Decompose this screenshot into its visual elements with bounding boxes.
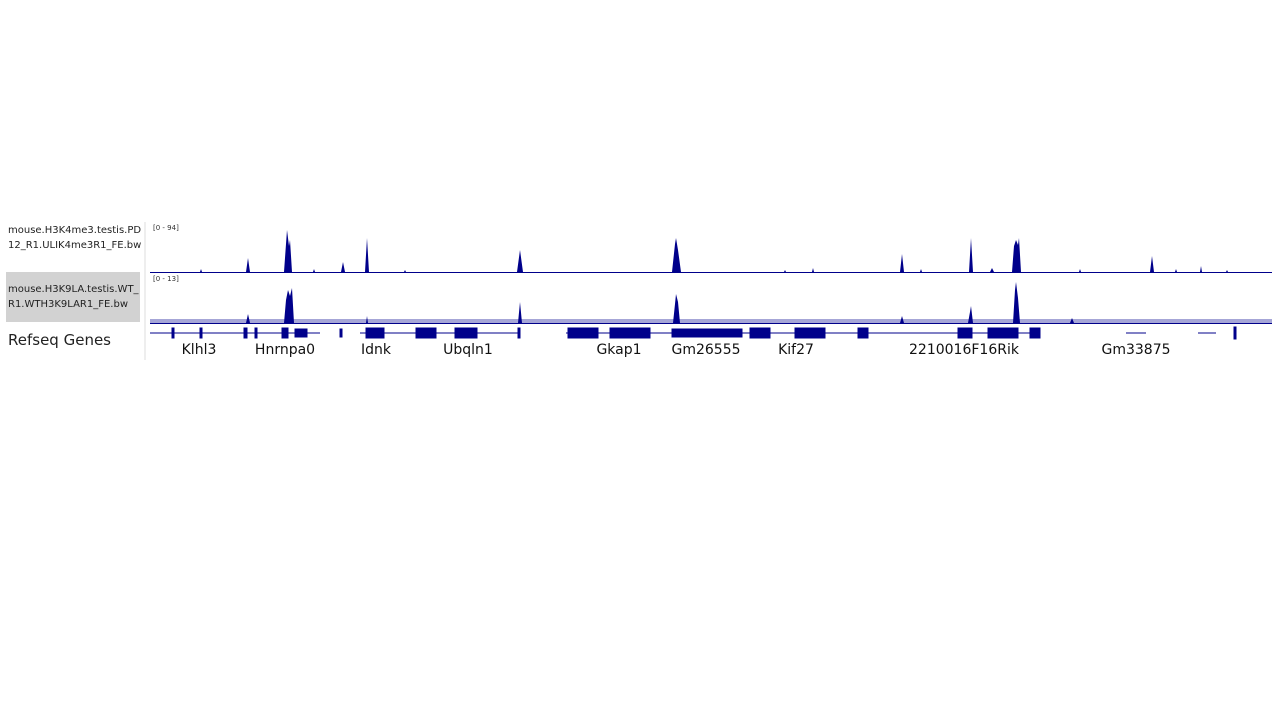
signal-noise: [150, 319, 1272, 323]
track-name[interactable]: mouse.H3K4me3.testis.PD12_R1.ULIK4me3R1_…: [8, 225, 142, 251]
data-range: [0 - 13]: [153, 275, 179, 283]
data-range: [0 - 94]: [153, 224, 179, 232]
gene-label: Ubqln1: [443, 342, 493, 358]
track-name[interactable]: Refseq Genes: [8, 331, 111, 349]
gene-label: Klhl3: [182, 342, 217, 358]
gene-label: 2210016F16Rik: [909, 342, 1020, 358]
gene-models: [150, 326, 1237, 340]
gene-label: Hnrnpa0: [255, 342, 315, 358]
track-name[interactable]: mouse.H3K9LA.testis.WT_R1.WTH3K9LAR1_FE.…: [6, 272, 140, 322]
signal: [246, 282, 1074, 323]
gene-label: Gkap1: [596, 342, 641, 358]
gene-label: Kif27: [778, 342, 814, 358]
gene-label: Gm33875: [1101, 342, 1170, 358]
gene-label: Idnk: [361, 342, 392, 358]
signal: [200, 230, 1228, 272]
gene-label: Gm26555: [671, 342, 740, 358]
